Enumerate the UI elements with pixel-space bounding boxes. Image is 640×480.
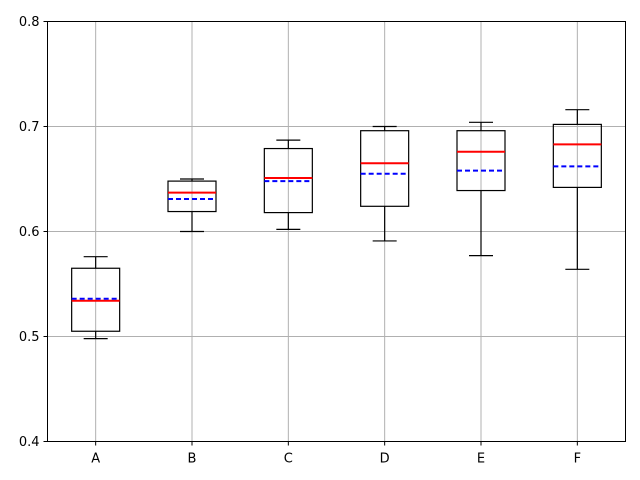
box-F: [552, 109, 602, 270]
box-body: [360, 130, 410, 207]
box-body: [552, 123, 602, 189]
x-tick-label: D: [380, 452, 390, 467]
y-tick-label: 0.7: [19, 120, 40, 135]
y-tick-label: 0.8: [19, 15, 40, 30]
grid-layer: [47, 21, 626, 442]
y-tick-label: 0.5: [19, 330, 40, 345]
box-C: [263, 139, 313, 230]
axis-layer: 0.4 0.5 0.6 0.7 0.8 A B C D E F: [19, 15, 581, 467]
box-E: [456, 121, 506, 257]
box-layer: [71, 109, 602, 340]
box-A: [71, 256, 121, 340]
x-tick-label: A: [91, 452, 100, 467]
box-body: [71, 267, 121, 332]
x-tick-label: F: [574, 452, 581, 467]
box-D: [360, 125, 410, 242]
x-tick-label: C: [284, 452, 293, 467]
y-tick-label: 0.6: [19, 225, 40, 240]
y-tick-label: 0.4: [19, 435, 40, 450]
box-body: [167, 180, 217, 213]
x-tick-label: E: [477, 452, 485, 467]
box-body: [456, 130, 506, 192]
x-tick-label: B: [188, 452, 197, 467]
box-B: [167, 178, 217, 233]
